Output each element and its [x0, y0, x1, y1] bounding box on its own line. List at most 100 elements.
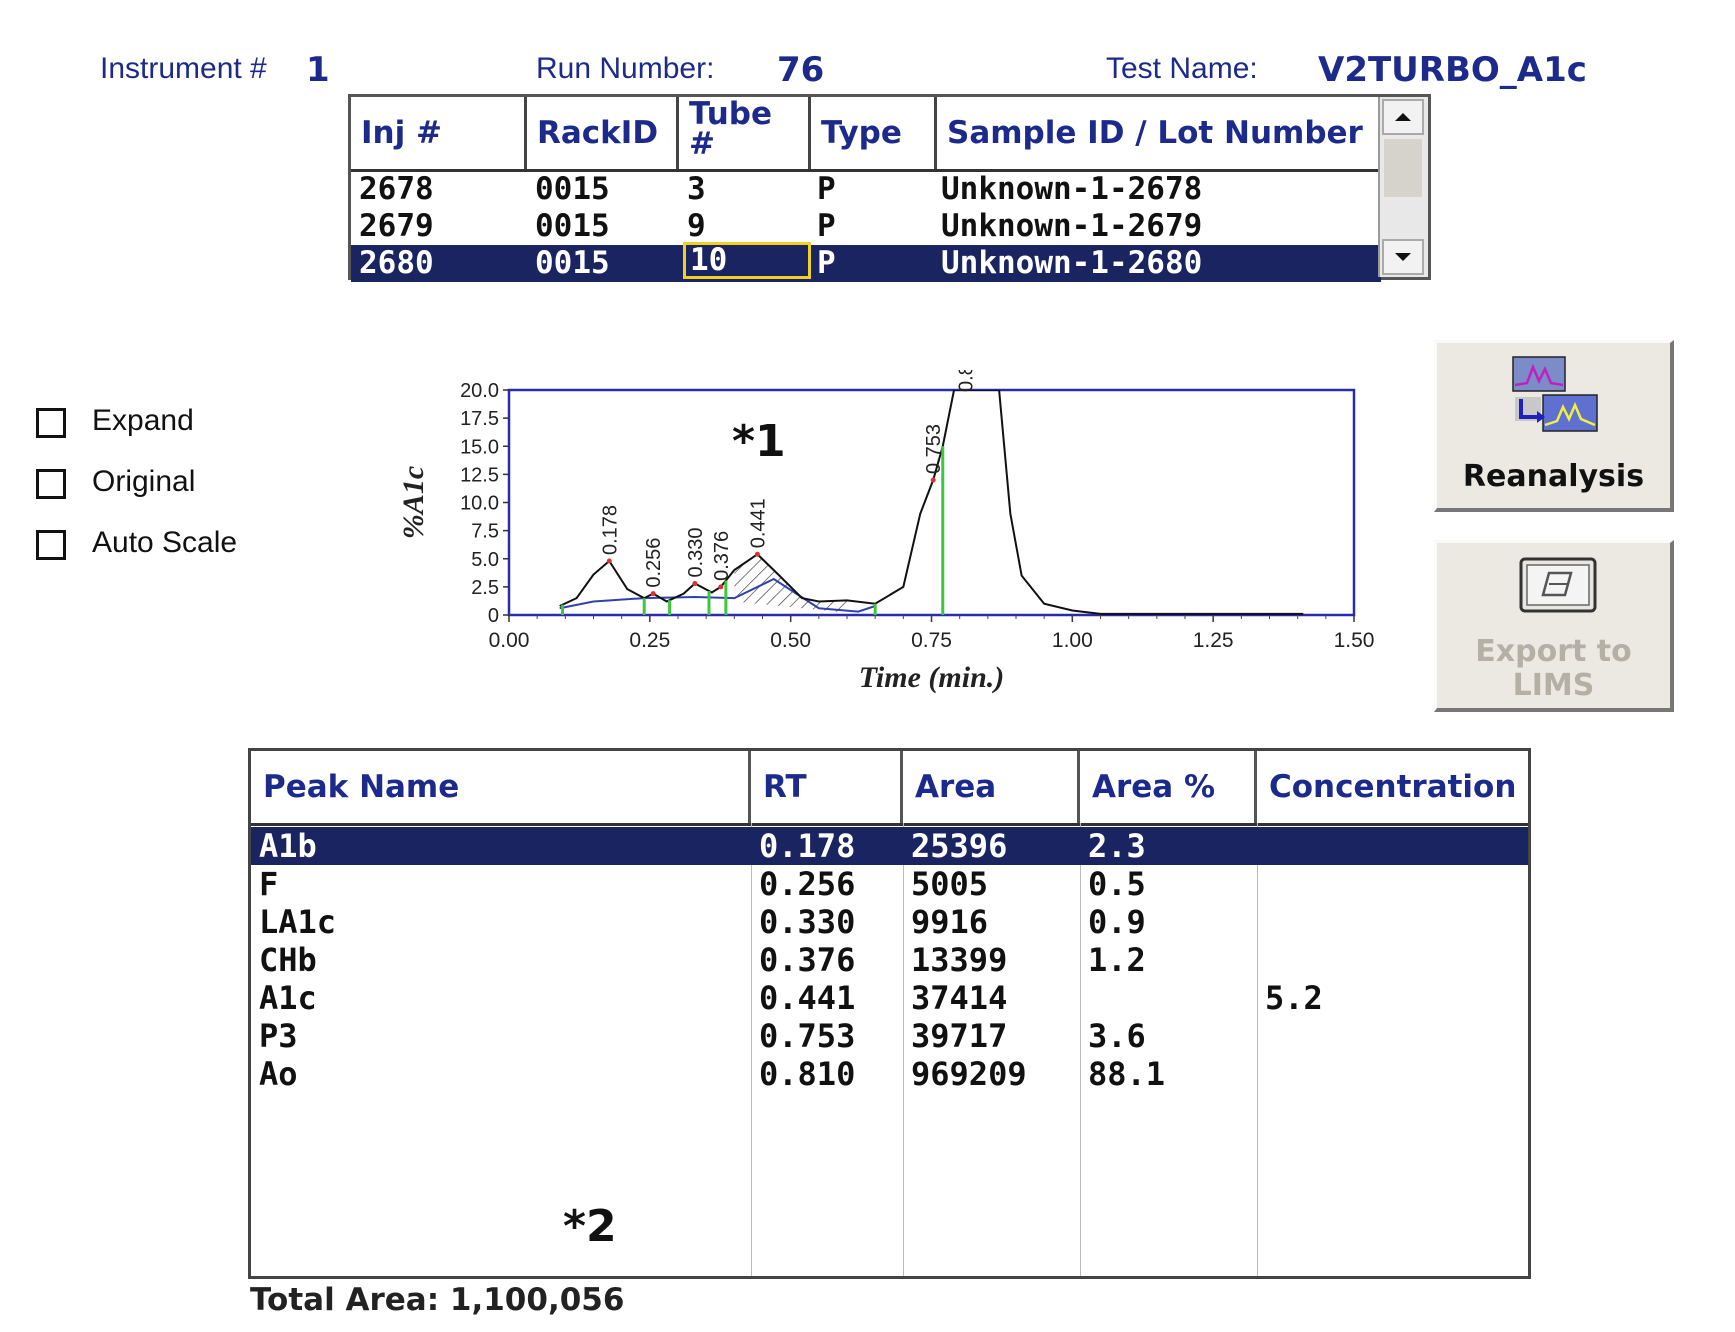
plot-frame — [507, 388, 1356, 617]
y-tick-label: 7.5 — [471, 521, 499, 543]
peak-table: Peak Name RT Area Area % Concentration A… — [248, 748, 1531, 1279]
export-to-lims-button[interactable]: Export to LIMS — [1434, 540, 1674, 712]
x-tick-label: 0.75 — [911, 629, 952, 652]
peak-row[interactable]: A1c 0.441 37414 5.2 — [251, 979, 1528, 1017]
a1c-hatched-area — [734, 554, 847, 613]
cell-area: 37414 — [911, 979, 1008, 1017]
column-divider — [751, 823, 752, 1276]
col-inj[interactable]: Inj # — [351, 97, 527, 169]
y-tick-label: 10.0 — [460, 493, 499, 515]
baseline-line — [559, 577, 876, 613]
export-label-line1: Export to — [1475, 634, 1632, 669]
cell-sample: Unknown-1-2679 — [941, 208, 1203, 244]
expand-checkbox[interactable] — [36, 408, 66, 438]
cell-rt: 0.178 — [759, 827, 856, 865]
x-tick-label: 1.50 — [1334, 629, 1375, 652]
cell-rt: 0.256 — [759, 865, 856, 903]
chromatogram-chart: 0 2.5 5.0 7.5 10.0 12.5 15.0 17.5 20.0 0.00 0.25 0.… — [397, 370, 1375, 694]
col-sample-id[interactable]: Sample ID / Lot Number — [937, 97, 1381, 169]
peak-apex-dot — [930, 477, 936, 483]
scroll-down-button[interactable] — [1382, 239, 1424, 275]
cell-peak-name: LA1c — [259, 903, 337, 941]
cell-concentration: 5.2 — [1265, 979, 1323, 1017]
peak-row[interactable]: LA1c 0.330 9916 0.9 — [251, 903, 1528, 941]
col-area[interactable]: Area — [903, 751, 1080, 823]
col-rt[interactable]: RT — [751, 751, 903, 823]
x-tick-label: 0.50 — [770, 629, 811, 652]
injection-row[interactable]: 2678 0015 3 P Unknown-1-2678 — [351, 171, 1381, 208]
peak-label: 0.376 — [711, 531, 733, 581]
cell-rt: 0.810 — [759, 1055, 856, 1093]
x-axis-title: Time (min.) — [859, 661, 1005, 694]
original-checkbox[interactable] — [36, 469, 66, 499]
cell-tube: 9 — [687, 208, 706, 244]
scroll-up-button[interactable] — [1382, 99, 1424, 135]
cell-sample: Unknown-1-2678 — [941, 171, 1203, 207]
peak-apex-dot — [606, 558, 612, 564]
y-tick-label: 20.0 — [460, 380, 499, 402]
col-tube[interactable]: Tube # — [679, 97, 811, 169]
col-concentration[interactable]: Concentration — [1257, 751, 1528, 823]
y-tick-label: 0 — [488, 605, 499, 627]
cell-tube-focused[interactable]: 10 — [683, 242, 811, 279]
peak-row[interactable]: Ao 0.810 969209 88.1 — [251, 1055, 1528, 1093]
col-inj-label: Inj # — [361, 115, 442, 151]
cell-peak-name: P3 — [259, 1017, 298, 1055]
cell-inj: 2679 — [359, 208, 434, 244]
peak-label: 0.256 — [643, 538, 665, 588]
auto-scale-label: Auto Scale — [92, 526, 238, 559]
reanalysis-button[interactable]: Reanalysis — [1434, 340, 1674, 512]
y-tick-label: 2.5 — [471, 577, 499, 599]
col-rackid-label: RackID — [537, 115, 659, 151]
cell-area-pct: 1.2 — [1088, 941, 1146, 979]
auto-scale-checkbox[interactable] — [36, 530, 66, 560]
cell-inj: 2680 — [359, 245, 434, 281]
cell-area: 25396 — [911, 827, 1008, 865]
injection-row[interactable]: 2679 0015 9 P Unknown-1-2679 — [351, 208, 1381, 245]
scroll-thumb[interactable] — [1384, 139, 1422, 197]
annotation-marker-2: *2 — [563, 1201, 617, 1252]
run-number-label: Run Number: — [536, 52, 715, 85]
col-area-label: Area — [915, 769, 997, 805]
run-number-value: 76 — [777, 50, 825, 90]
test-name-value: V2TURBO_A1c — [1318, 50, 1587, 90]
cell-tube: 3 — [687, 171, 706, 207]
annotation-marker-1: *1 — [732, 416, 786, 467]
x-tick-label: 0.25 — [629, 629, 670, 652]
col-area-pct[interactable]: Area % — [1080, 751, 1257, 823]
cell-type: P — [817, 245, 836, 281]
peak-row[interactable]: F 0.256 5005 0.5 — [251, 865, 1528, 903]
instrument-value: 1 — [306, 50, 330, 90]
peak-row[interactable]: P3 0.753 39717 3.6 — [251, 1017, 1528, 1055]
reanalysis-label: Reanalysis — [1462, 459, 1645, 494]
reanalysis-icon — [1512, 356, 1598, 432]
test-name-label: Test Name: — [1106, 52, 1258, 85]
export-icon — [1519, 557, 1597, 613]
peak-label: 0.441 — [747, 498, 769, 548]
cell-rt: 0.330 — [759, 903, 856, 941]
col-type-label: Type — [821, 115, 902, 151]
cell-peak-name: A1c — [259, 979, 317, 1017]
column-divider — [903, 823, 904, 1276]
col-type[interactable]: Type — [811, 97, 937, 169]
peak-row[interactable]: CHb 0.376 13399 1.2 — [251, 941, 1528, 979]
cell-peak-name: A1b — [259, 827, 317, 865]
peak-row-selected[interactable]: A1b 0.178 25396 2.3 — [251, 827, 1528, 865]
x-tick-label: 1.25 — [1193, 629, 1234, 652]
col-tube-label: Tube # — [689, 96, 773, 162]
instrument-label: Instrument # — [100, 52, 267, 85]
export-label-line2: LIMS — [1512, 668, 1595, 703]
cell-inj: 2678 — [359, 171, 434, 207]
peak-label: 0.178 — [599, 505, 621, 555]
injection-scrollbar[interactable] — [1378, 97, 1428, 277]
cell-type: P — [817, 171, 836, 207]
injection-row-selected[interactable]: 2680 0015 10 P Unknown-1-2680 — [351, 242, 1381, 282]
col-rackid[interactable]: RackID — [527, 97, 679, 169]
col-concentration-label: Concentration — [1269, 769, 1517, 805]
col-peak-name[interactable]: Peak Name — [251, 751, 751, 823]
chromatogram-trace — [559, 390, 1304, 615]
cell-area-pct: 3.6 — [1088, 1017, 1146, 1055]
column-divider — [1080, 823, 1081, 1276]
arrow-down-icon — [1395, 253, 1411, 261]
cell-peak-name: Ao — [259, 1055, 298, 1093]
